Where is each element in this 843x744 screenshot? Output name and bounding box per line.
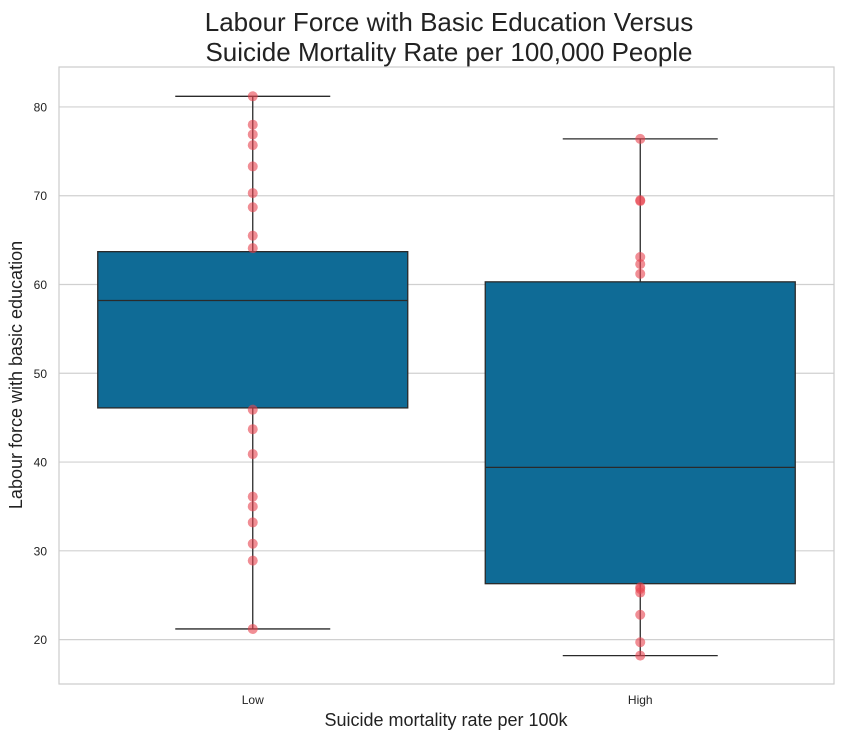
data-point-low-5	[247, 188, 258, 199]
y-tick-label-40: 40	[34, 456, 48, 470]
y-tick-label-70: 70	[34, 189, 48, 203]
data-point-low-17	[247, 623, 258, 634]
y-tick-label-30: 30	[34, 544, 48, 558]
data-point-low-6	[247, 202, 258, 213]
box-high	[484, 281, 796, 585]
x-tick-label-low: Low	[242, 693, 264, 707]
data-point-high-9	[635, 609, 646, 620]
x-tick-label-high: High	[628, 693, 653, 707]
data-point-low-10	[247, 424, 258, 435]
data-point-high-11	[635, 650, 646, 661]
data-points	[247, 91, 646, 661]
data-point-high-5	[635, 268, 646, 279]
y-axis-label: Labour force with basic education	[6, 241, 26, 509]
data-point-high-0	[635, 133, 646, 144]
boxes	[97, 95, 796, 657]
box-low	[97, 251, 409, 409]
data-point-low-7	[247, 230, 258, 241]
data-point-low-12	[247, 491, 258, 502]
data-point-high-4	[635, 259, 646, 270]
data-point-high-2	[635, 196, 646, 207]
plot-frame	[58, 66, 835, 685]
data-point-low-15	[247, 538, 258, 549]
y-tick-label-60: 60	[34, 278, 48, 292]
data-point-low-1	[247, 119, 258, 130]
y-tick-label-80: 80	[34, 100, 48, 114]
data-point-low-3	[247, 140, 258, 151]
x-axis-label: Suicide mortality rate per 100k	[324, 710, 568, 730]
x-tick-labels: Low High	[242, 693, 653, 707]
data-point-low-4	[247, 161, 258, 172]
data-point-low-9	[247, 404, 258, 415]
y-tick-label-20: 20	[34, 633, 48, 647]
data-point-high-8	[635, 587, 646, 598]
chart-title-line-2: Suicide Mortality Rate per 100,000 Peopl…	[205, 37, 692, 67]
y-tick-labels: 20 30 40 50 60 70 80	[34, 100, 48, 647]
data-point-high-3	[635, 251, 646, 262]
data-point-low-14	[247, 517, 258, 528]
data-point-low-8	[247, 243, 258, 254]
data-point-low-11	[247, 449, 258, 460]
chart-title-line-1: Labour Force with Basic Education Versus	[205, 7, 693, 37]
data-point-high-10	[635, 637, 646, 648]
data-point-low-13	[247, 501, 258, 512]
y-tick-label-50: 50	[34, 367, 48, 381]
data-point-low-16	[247, 555, 258, 566]
data-point-low-2	[247, 129, 258, 140]
data-point-low-0	[247, 91, 258, 102]
